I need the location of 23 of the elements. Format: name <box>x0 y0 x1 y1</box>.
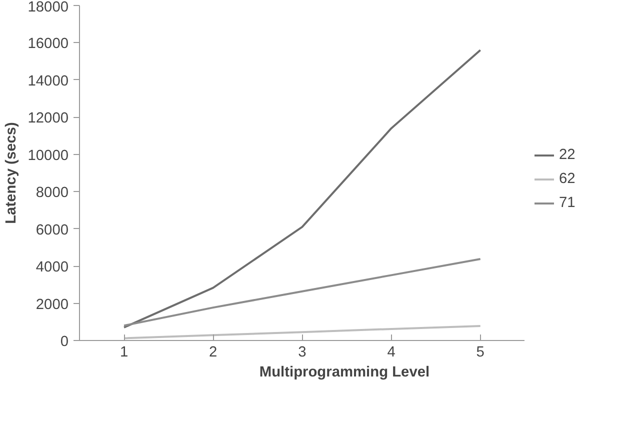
line-series <box>123 258 482 327</box>
line-series <box>123 49 482 328</box>
legend-label: 71 <box>559 195 576 211</box>
y-tick-label: 6000 <box>36 222 69 238</box>
y-tick-label: 2000 <box>36 296 69 313</box>
x-tick-label: 3 <box>298 344 306 360</box>
y-tick-label: 14000 <box>28 73 69 90</box>
y-tick-label: 18000 <box>28 0 69 16</box>
y-tick-label: 0 <box>60 334 69 350</box>
y-axis-title: Latency (secs) <box>4 122 20 224</box>
legend-label: 62 <box>559 171 576 187</box>
y-tick-label: 4000 <box>36 260 69 276</box>
y-tick-label: 10000 <box>28 148 69 164</box>
legend-label: 22 <box>559 147 576 163</box>
y-tick-label: 16000 <box>28 36 69 52</box>
line-series <box>123 324 482 340</box>
x-tick-label: 2 <box>209 344 218 360</box>
y-tick-label: 8000 <box>36 185 69 202</box>
x-tick-label: 5 <box>476 344 484 360</box>
y-tick-label: 12000 <box>28 110 69 127</box>
x-tick-label: 1 <box>120 344 128 360</box>
x-axis-title: Multiprogramming Level <box>259 364 430 380</box>
x-tick-label: 4 <box>387 344 396 360</box>
